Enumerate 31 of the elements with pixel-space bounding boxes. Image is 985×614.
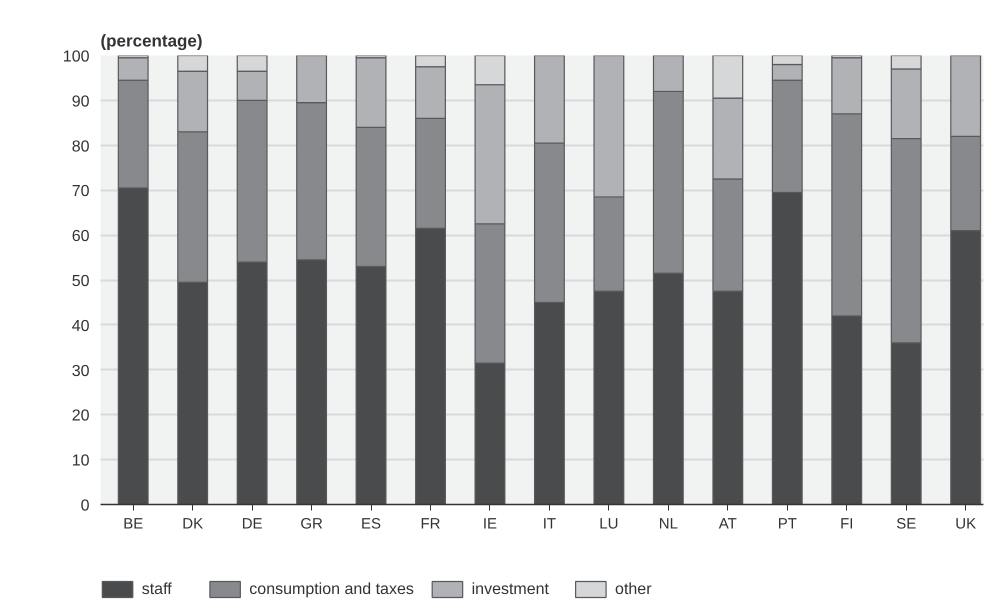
x-tick-label: FI bbox=[840, 516, 854, 532]
y-tick-label: 50 bbox=[72, 273, 90, 290]
y-tick-label: 80 bbox=[72, 138, 90, 156]
x-tick-label: IE bbox=[482, 516, 498, 532]
x-tick-label: FR bbox=[420, 516, 441, 532]
x-tick-label: AT bbox=[718, 516, 737, 532]
x-tick-label: BE bbox=[123, 516, 144, 532]
y-tick-label: 100 bbox=[62, 48, 90, 66]
legend-label: consumption and taxes bbox=[249, 581, 414, 598]
x-tick-label: LU bbox=[599, 516, 618, 532]
x-tick-label: SE bbox=[896, 516, 916, 532]
x-tick-label: IT bbox=[542, 516, 556, 532]
y-tick-label: 90 bbox=[72, 93, 90, 110]
x-tick-label: ES bbox=[361, 516, 382, 532]
x-tick-label: UK bbox=[955, 516, 976, 532]
y-tick-label: 70 bbox=[72, 183, 90, 200]
x-tick-label: GR bbox=[300, 516, 324, 532]
y-tick-label: 0 bbox=[80, 498, 90, 514]
legend-label: staff bbox=[142, 581, 172, 598]
x-tick-label: DE bbox=[242, 516, 263, 532]
y-tick-label: 10 bbox=[72, 452, 90, 470]
y-tick-label: 40 bbox=[72, 318, 90, 335]
x-tick-label: NL bbox=[658, 516, 678, 532]
y-tick-label: 60 bbox=[72, 228, 90, 246]
legend-label: other bbox=[615, 581, 652, 598]
y-tick-label: 30 bbox=[72, 362, 90, 380]
legend-label: investment bbox=[472, 581, 550, 598]
y-tick-label: 20 bbox=[72, 408, 90, 425]
x-tick-label: PT bbox=[778, 516, 797, 532]
x-tick-label: DK bbox=[182, 516, 204, 532]
chart-title: (percentage) bbox=[100, 32, 203, 50]
